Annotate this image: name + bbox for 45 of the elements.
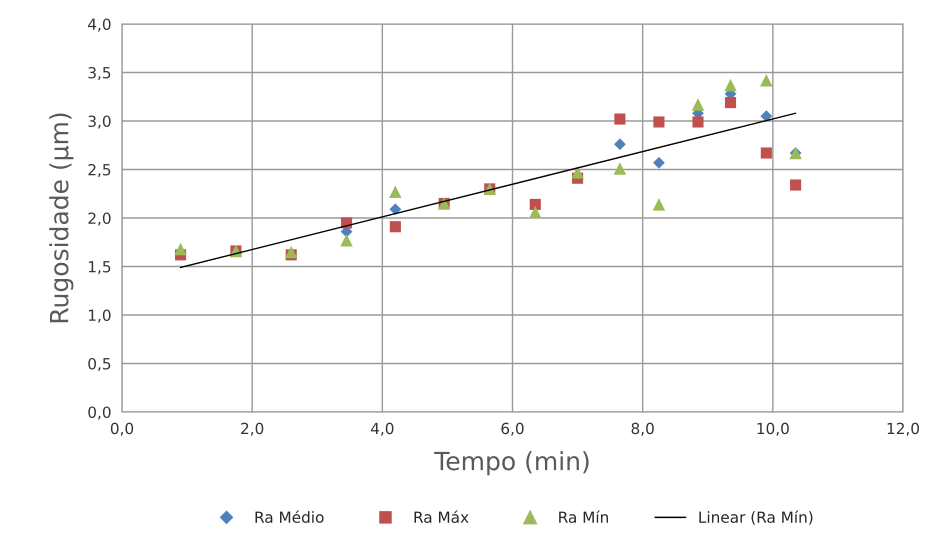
x-tick-label: 6,0 bbox=[501, 422, 524, 436]
point bbox=[614, 162, 626, 175]
point bbox=[790, 179, 802, 191]
y-tick-label: 0,5 bbox=[88, 358, 110, 372]
y-tick-label: 3,0 bbox=[88, 115, 111, 129]
y-tick-label: 1,0 bbox=[88, 309, 111, 323]
y-tick-label: 0,0 bbox=[88, 406, 111, 420]
x-axis-title: Tempo (min) bbox=[434, 451, 589, 476]
point bbox=[529, 206, 542, 218]
y-tick-label: 1,5 bbox=[88, 261, 110, 274]
point bbox=[389, 186, 402, 198]
point bbox=[340, 234, 353, 247]
point bbox=[760, 147, 772, 159]
legend-label: Linear (Ra Mín) bbox=[699, 510, 812, 525]
point bbox=[284, 246, 298, 258]
y-tick-label: 4,0 bbox=[88, 18, 111, 32]
point bbox=[692, 116, 704, 128]
point bbox=[571, 166, 584, 179]
point bbox=[389, 203, 402, 216]
point bbox=[174, 242, 187, 256]
x-tick-label: 4,0 bbox=[370, 422, 394, 436]
point bbox=[614, 114, 626, 125]
y-axis-title: Rugosidade (µm) bbox=[49, 113, 74, 322]
legend-label: Ra Médio bbox=[256, 510, 324, 523]
x-tick-label: 10,0 bbox=[758, 422, 789, 436]
point bbox=[530, 198, 541, 210]
x-tick-label: 0,0 bbox=[110, 422, 134, 436]
point bbox=[760, 74, 773, 87]
y-tick-label: 2,5 bbox=[88, 164, 110, 178]
point bbox=[614, 138, 626, 150]
point bbox=[724, 97, 736, 108]
point bbox=[653, 116, 664, 128]
point bbox=[390, 221, 401, 232]
legend-label: Ra Máx bbox=[414, 510, 469, 523]
point bbox=[692, 98, 704, 111]
point bbox=[652, 198, 666, 211]
x-tick-label: 8,0 bbox=[632, 422, 654, 436]
x-tick-label: 12,0 bbox=[888, 422, 919, 436]
y-tick-label: 2,0 bbox=[88, 212, 111, 226]
point bbox=[760, 110, 772, 122]
x-tick-label: 2,0 bbox=[241, 422, 264, 436]
legend-label: Ra Mín bbox=[559, 510, 608, 523]
y-tick-label: 3,5 bbox=[88, 66, 110, 80]
point bbox=[724, 78, 737, 92]
point bbox=[653, 156, 665, 169]
